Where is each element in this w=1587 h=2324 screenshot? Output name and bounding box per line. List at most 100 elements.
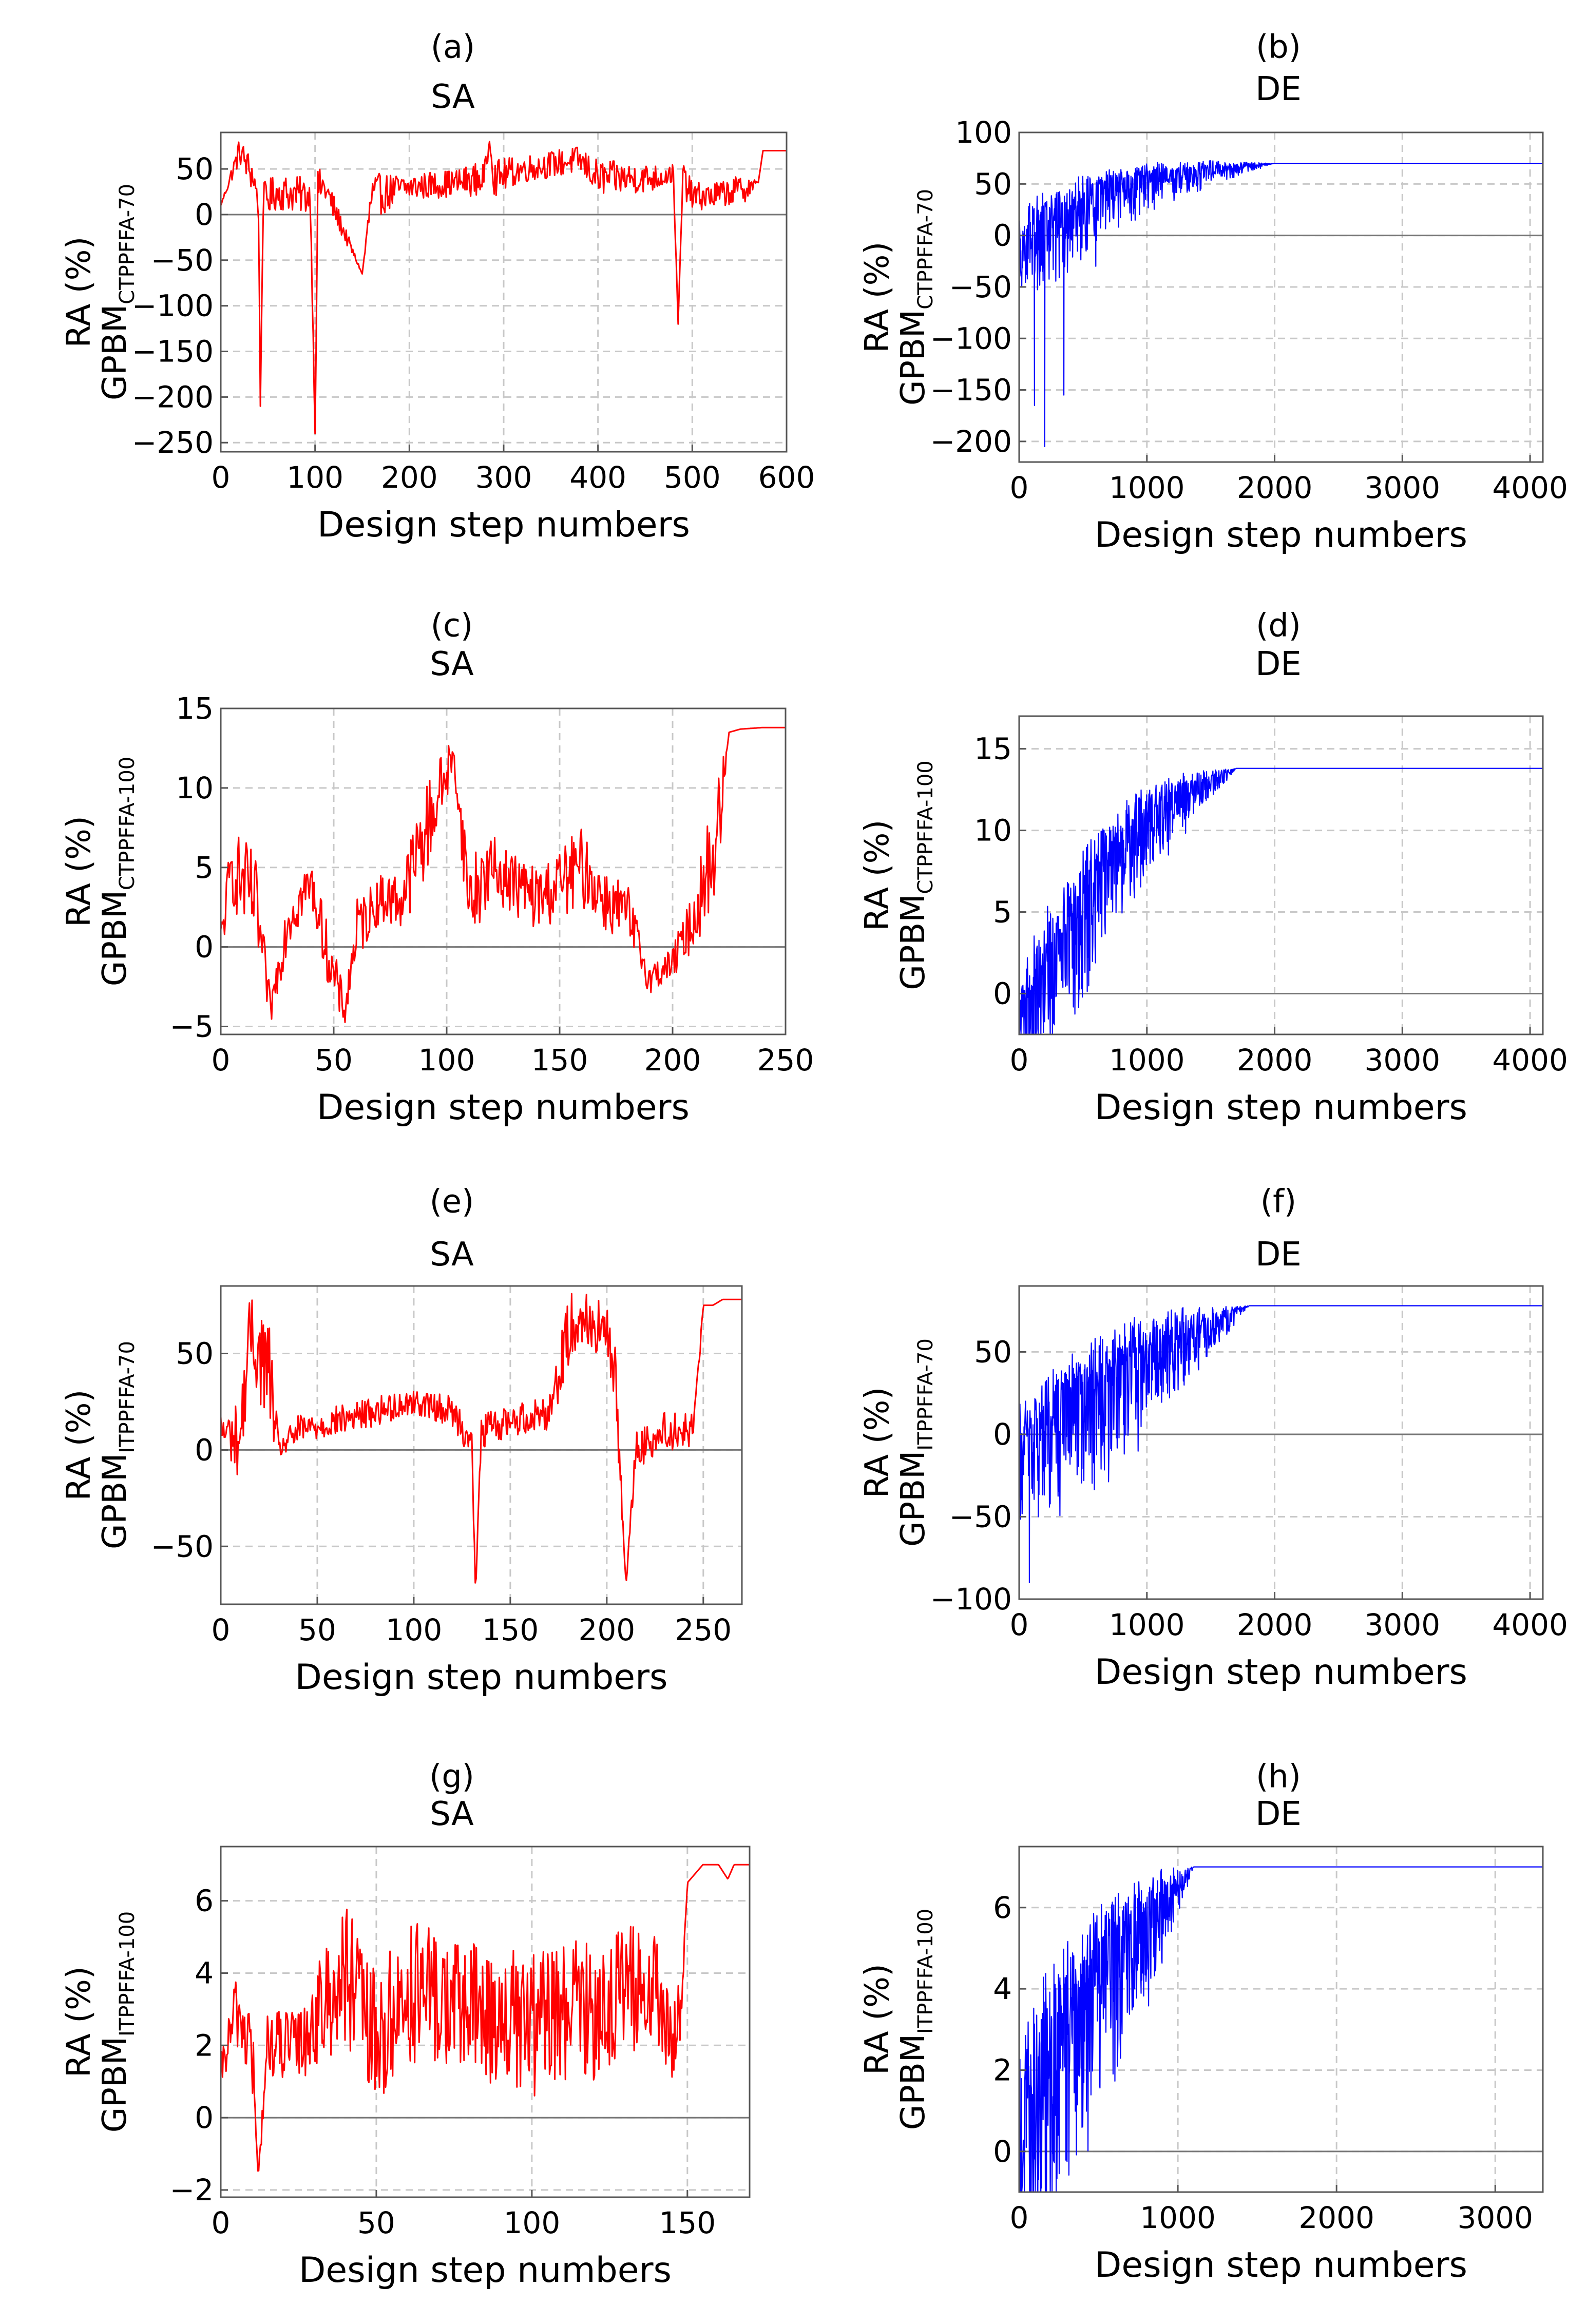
chart-title: DE (1255, 70, 1302, 108)
y-tick-label: −50 (151, 243, 214, 278)
x-tick-label: 2000 (1237, 1607, 1313, 1642)
x-tick-label: 200 (381, 460, 438, 495)
y-tick-label: −5 (170, 1009, 214, 1044)
x-tick-label: 150 (531, 1043, 588, 1078)
series-line-RA (220, 726, 786, 1023)
chart-title: DE (1255, 1795, 1302, 1833)
y-axis-label: RA (%) (60, 816, 98, 927)
x-tick-label: 50 (315, 1043, 353, 1078)
x-tick-label: 250 (675, 1612, 732, 1647)
x-tick-label: 2000 (1237, 470, 1313, 505)
x-axis-label: Design step numbers (317, 1087, 690, 1128)
y-tick-label: 0 (195, 197, 214, 232)
x-axis-label: Design step numbers (295, 1657, 668, 1698)
x-axis-label: Design step numbers (1095, 515, 1467, 555)
y-tick-label: 50 (974, 166, 1012, 201)
chart-title: SA (430, 1236, 474, 1274)
x-tick-label: 1000 (1109, 1043, 1185, 1078)
x-tick-label: 1000 (1140, 2200, 1216, 2235)
panel-h: (h)DE 0 1000 2000 3000 6 4 2 0 Design step number… (858, 1757, 1544, 2285)
series-line-RA (1018, 1866, 1543, 2193)
y-axis-label: RA (%) (60, 237, 98, 348)
x-tick-label: 0 (1010, 1607, 1029, 1642)
x-tick-label: 300 (475, 460, 532, 495)
y-tick-label: 0 (195, 1432, 214, 1467)
y-tick-label: 15 (974, 732, 1012, 766)
y-tick-label: 0 (993, 2134, 1012, 2169)
x-tick-label: 200 (578, 1612, 635, 1647)
chart-title: DE (1255, 645, 1302, 683)
panel-label: (d) (1256, 606, 1301, 644)
y-axis-label: RA (%) (858, 1387, 896, 1499)
y-tick-label: 5 (993, 895, 1012, 930)
panel-label: (b) (1256, 28, 1301, 65)
series-line-RA (1019, 767, 1543, 1035)
x-tick-label: 4000 (1492, 470, 1568, 505)
x-tick-label: 150 (482, 1612, 539, 1647)
x-tick-label: 150 (659, 2205, 716, 2240)
panel-label: (c) (431, 606, 473, 644)
x-tick-label: 250 (757, 1043, 814, 1078)
plot-frame (1018, 715, 1544, 1035)
y-tick-label: 10 (176, 771, 214, 805)
plot-frame (1018, 1846, 1544, 2193)
panel-a: (a)SA0 100 200 300 400 500 600500−50−100−150−2… (60, 28, 815, 545)
x-axis-label: Design step numbers (317, 505, 690, 545)
y-axis-label: RA (%) (60, 1390, 98, 1501)
y-tick-label: −50 (949, 270, 1012, 304)
plot-frame (220, 1285, 743, 1605)
x-tick-label: 2000 (1298, 2200, 1374, 2235)
y-tick-label: 0 (993, 218, 1012, 253)
series-line-RA (220, 141, 787, 434)
x-tick-label: 3000 (1365, 1043, 1441, 1078)
y-tick-label: 50 (176, 1336, 214, 1371)
x-tick-label: 0 (1010, 2200, 1029, 2235)
y-axis-sublabel: GPBMITPPFFA-100 (96, 1911, 139, 2133)
plot-frame (1018, 1285, 1544, 1600)
x-tick-label: 3000 (1365, 470, 1441, 505)
plot-frame (1018, 131, 1544, 463)
y-tick-label: −150 (930, 373, 1012, 408)
y-tick-label: −50 (151, 1529, 214, 1564)
x-tick-label: 4000 (1492, 1043, 1568, 1078)
y-tick-label: 6 (993, 1890, 1012, 1925)
x-tick-label: 3000 (1365, 1607, 1441, 1642)
y-tick-label: −250 (132, 425, 214, 460)
y-tick-label: 2 (993, 2052, 1012, 2087)
y-tick-label: −150 (132, 334, 214, 369)
x-tick-label: 200 (644, 1043, 701, 1078)
y-axis-sublabel: GPBMCTPPFFA-70 (894, 189, 938, 406)
y-tick-label: 10 (974, 813, 1012, 848)
y-tick-label: −100 (930, 321, 1012, 356)
x-axis-label: Design step numbers (1095, 1087, 1467, 1128)
x-tick-label: 0 (212, 2205, 231, 2240)
x-axis-label: Design step numbers (1095, 1652, 1467, 1693)
plot-frame (220, 707, 787, 1035)
y-tick-label: 0 (195, 930, 214, 965)
y-axis-sublabel: GPBMCTPPFFA-70 (96, 184, 139, 400)
chart-title: SA (430, 1795, 474, 1833)
y-tick-label: 15 (176, 691, 214, 726)
x-tick-label: 0 (212, 460, 231, 495)
y-tick-label: 4 (993, 1971, 1012, 2006)
y-axis-label: RA (%) (858, 820, 896, 931)
y-tick-label: 50 (974, 1334, 1012, 1369)
series-line-RA (220, 1293, 742, 1584)
y-tick-label: −200 (132, 379, 214, 414)
y-axis-sublabel: GPBMCTPPFFA-100 (894, 760, 938, 990)
x-tick-label: 100 (418, 1043, 475, 1078)
plot-frame (220, 1846, 751, 2198)
x-tick-label: 3000 (1457, 2200, 1533, 2235)
panel-d: (d)DE 0 1000 2000 3000 4000 15 10 5 0 Design step … (858, 606, 1568, 1128)
panel-label: (h) (1256, 1757, 1301, 1795)
y-axis-label: RA (%) (60, 1966, 98, 2078)
x-tick-label: 100 (386, 1612, 443, 1647)
y-axis-label: RA (%) (858, 1964, 896, 2075)
panel-e: (e) SA 0 50 100 150 200 250 50 0 −50 Design step nu… (60, 1182, 743, 1698)
series-line-RA (1018, 160, 1543, 447)
y-axis-label: RA (%) (858, 242, 896, 353)
x-tick-label: 0 (1010, 470, 1029, 505)
x-tick-label: 0 (212, 1612, 231, 1647)
chart-title: SA (431, 78, 475, 116)
